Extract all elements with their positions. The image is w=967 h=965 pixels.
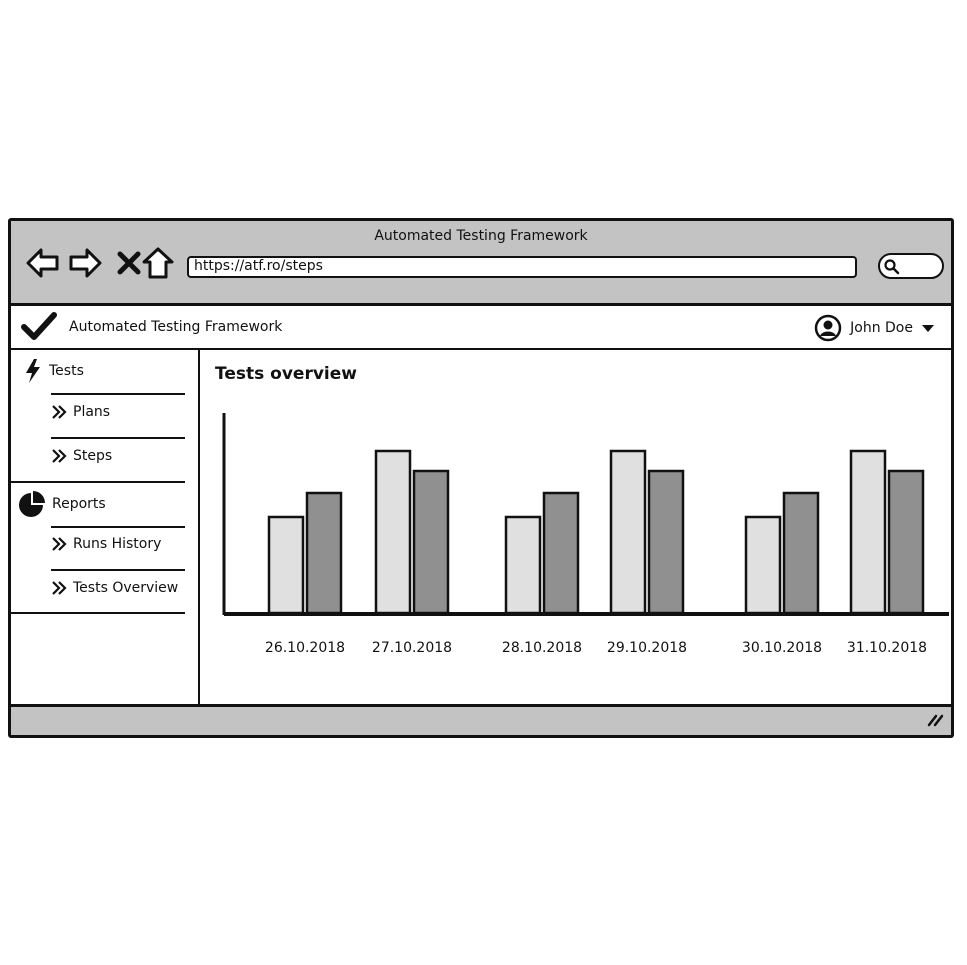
close-icon[interactable]	[111, 245, 147, 281]
user-avatar-icon	[814, 314, 842, 342]
search-icon	[884, 259, 900, 275]
user-menu[interactable]: John Doe	[814, 314, 935, 342]
url-input[interactable]: https://atf.ro/steps	[187, 256, 857, 278]
divider	[51, 569, 185, 571]
chart-bar-series-1	[849, 449, 887, 615]
double-chevron-right-icon	[52, 449, 67, 463]
lightning-icon	[26, 359, 40, 383]
chart-bar-series-2	[412, 469, 450, 615]
user-name: John Doe	[850, 320, 913, 336]
sidebar-item-tests[interactable]: Tests	[23, 358, 84, 384]
sidebar-item-runs-history[interactable]: Runs History	[51, 536, 161, 552]
divider	[51, 393, 185, 395]
x-tick-label: 29.10.2018	[607, 640, 687, 656]
double-chevron-right-icon	[52, 405, 67, 419]
resize-grip-icon[interactable]	[927, 713, 945, 727]
chart-bar-series-1	[267, 515, 305, 615]
app-title: Automated Testing Framework	[69, 319, 283, 335]
browser-window: Automated Testing Framework https://atf.…	[8, 218, 954, 738]
forward-arrow-icon[interactable]	[67, 245, 103, 281]
pie-chart-icon	[19, 491, 45, 517]
chart-bar-series-2	[647, 469, 685, 615]
chart-bar-series-1	[504, 515, 542, 615]
sidebar-item-label: Tests Overview	[73, 580, 179, 596]
sidebar-item-label: Reports	[52, 496, 106, 512]
chart-bar-series-2	[782, 491, 820, 615]
window-title: Automated Testing Framework	[374, 228, 588, 244]
divider	[51, 437, 185, 439]
double-chevron-right-icon	[52, 537, 67, 551]
sidebar-item-label: Tests	[49, 363, 84, 379]
chart-bar-series-1	[374, 449, 412, 615]
chart-bar-series-1	[609, 449, 647, 615]
back-arrow-icon[interactable]	[25, 245, 61, 281]
tests-overview-chart: 26.10.2018 27.10.2018 28.10.2018 29.10.2018…	[222, 413, 949, 656]
sidebar: Tests Plans Steps Reports	[11, 350, 200, 711]
chart-bar-series-2	[305, 491, 343, 615]
x-tick-label: 30.10.2018	[742, 640, 822, 656]
divider	[11, 481, 185, 483]
search-field[interactable]	[878, 253, 944, 279]
sidebar-item-tests-overview[interactable]: Tests Overview	[51, 580, 178, 596]
sidebar-item-label: Steps	[73, 448, 113, 464]
sidebar-item-label: Runs History	[73, 536, 162, 552]
sidebar-item-label: Plans	[73, 404, 111, 420]
app-header: Automated Testing Framework John Doe	[11, 306, 951, 350]
status-bar	[11, 704, 951, 735]
x-tick-label: 28.10.2018	[502, 640, 582, 656]
sidebar-item-steps[interactable]: Steps	[51, 448, 112, 464]
divider	[51, 526, 185, 528]
sidebar-item-reports[interactable]: Reports	[18, 490, 106, 518]
divider	[11, 612, 185, 614]
double-chevron-right-icon	[52, 581, 67, 595]
chevron-down-icon	[922, 325, 934, 332]
x-tick-label: 31.10.2018	[847, 640, 927, 656]
browser-titlebar: Automated Testing Framework https://atf.…	[11, 221, 951, 306]
checkmark-logo-icon	[21, 312, 57, 340]
home-icon[interactable]	[140, 245, 176, 281]
x-tick-label: 27.10.2018	[372, 640, 452, 656]
chart-bar-series-1	[744, 515, 782, 615]
sidebar-item-plans[interactable]: Plans	[51, 404, 110, 420]
x-tick-label: 26.10.2018	[265, 640, 345, 656]
page-title: Tests overview	[215, 364, 357, 384]
main-content: Tests overview 26.10.2018 27.10.2018 28.10…	[201, 350, 951, 711]
chart-bar-series-2	[887, 469, 925, 615]
chart-bar-series-2	[542, 491, 580, 615]
